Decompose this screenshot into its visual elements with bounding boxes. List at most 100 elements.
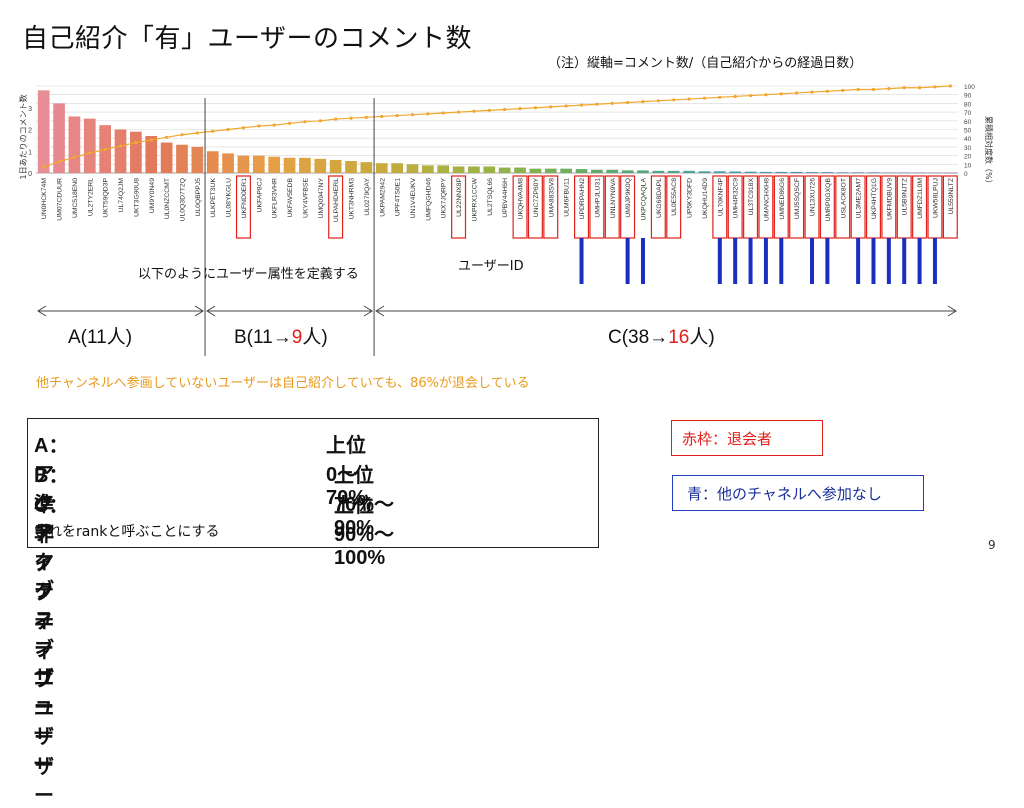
blue-marker [856, 238, 861, 284]
x-tick-label: UL0E55AC8 [671, 178, 678, 216]
cumulative-point [426, 112, 430, 116]
x-tick-label: ULM6FBU11 [564, 178, 571, 217]
legend-blue-box: 青：他のチャネルへ参加なし [672, 475, 924, 511]
left-tick-label: 2 [28, 128, 32, 135]
cumulative-point [456, 110, 461, 114]
red-box [942, 175, 958, 239]
cumulative-point [948, 84, 952, 88]
bar [683, 170, 695, 173]
bar [836, 172, 849, 173]
x-tick-label: UPF4TS0E1 [395, 178, 402, 216]
blue-marker [825, 238, 830, 284]
x-tick-label: UN1V4EUKV [410, 178, 417, 219]
cumulative-point [610, 101, 614, 105]
x-tick-label: UNLNYN9VA [610, 178, 617, 219]
bar [345, 161, 357, 173]
x-tick-label: UMRP0GXQB [825, 178, 832, 222]
bar [191, 146, 204, 173]
x-tick-label: UP5KY3DFD [687, 178, 694, 218]
bar [898, 172, 911, 174]
bar [237, 155, 250, 173]
page-number: 9 [988, 538, 996, 552]
bar [652, 170, 665, 173]
blue-marker [871, 238, 876, 284]
red-box [512, 175, 528, 239]
right-tick-label: 40 [964, 136, 972, 143]
bar [252, 155, 265, 173]
red-box [835, 175, 851, 239]
x-tick-label: UL0NZCCMT [164, 178, 171, 219]
blue-marker [902, 238, 907, 284]
cumulative-point [933, 85, 937, 89]
right-tick-label: 0 [964, 171, 968, 178]
x-tick-label: UN13XU726 [810, 178, 817, 216]
cumulative-point [441, 111, 445, 115]
no-other-channel-markers [579, 238, 937, 284]
cumulative-point [841, 88, 845, 92]
bar [422, 165, 434, 173]
bar [560, 168, 572, 173]
x-tick-label: UKFMDBUV9 [886, 178, 893, 220]
cumulative-point [672, 98, 676, 102]
cumulative-point [641, 100, 645, 104]
bar [222, 153, 234, 173]
cumulative-point [472, 109, 476, 113]
x-tick-label: UMH4R32C9 [733, 178, 740, 219]
cumulative-point [825, 89, 829, 93]
red-box [543, 175, 559, 239]
red-box [527, 175, 543, 239]
bar [852, 172, 864, 173]
cumulative-polyline [43, 85, 951, 168]
bar [760, 171, 772, 173]
y-axis-label: 1日あたりのコメント数 [18, 94, 28, 179]
cumulative-point [380, 114, 384, 119]
cumulative-point [718, 95, 722, 99]
bar [145, 136, 158, 173]
x-tick-label: UMFDZ1L0M [917, 178, 924, 219]
cumulative-point [180, 133, 184, 137]
bar [806, 172, 818, 173]
red-box [666, 175, 682, 239]
blue-marker [763, 238, 768, 284]
blue-marker [733, 238, 738, 284]
cumulative-point [533, 106, 538, 110]
bar [821, 172, 834, 173]
cumulative-point [118, 144, 123, 148]
right-tick-label: 50 [964, 128, 972, 135]
x-tick-label: UM07CDUUR [57, 178, 64, 221]
bar [314, 158, 327, 173]
blue-marker [810, 238, 815, 284]
chart-bars [37, 90, 957, 174]
definition-range: 上位70%〜90% [334, 465, 395, 539]
red-box [328, 175, 344, 239]
define-text: 以下のようにユーザー属性を定義する [138, 267, 359, 282]
bar [83, 118, 96, 173]
cumulative-point [211, 129, 215, 133]
bar [206, 151, 219, 173]
user-id-label: ユーザーID [458, 259, 524, 274]
x-tick-label: UL08YKGLU [226, 178, 233, 217]
cumulative-point [303, 120, 307, 124]
x-tick-label: UPDRPAHN2 [579, 178, 586, 220]
bar [929, 172, 941, 174]
bar [68, 116, 81, 173]
range-arrow-head [947, 305, 957, 317]
blue-marker [886, 238, 891, 284]
cumulative-point [795, 91, 799, 95]
x-tick-label: UKG68DAPL [656, 178, 663, 218]
bar [468, 166, 480, 173]
x-tick-labels: UN0HCK74M UM07CDUUR UMC518EN0 UL2TY2ERL UKT5… [41, 177, 955, 222]
cumulative-point [702, 96, 707, 100]
right-tick-label: 20 [964, 154, 972, 161]
blue-marker [748, 238, 753, 284]
cumulative-point [410, 113, 415, 117]
x-tick-label: UKFAP8CJ [256, 178, 263, 212]
red-box [235, 175, 251, 239]
x-tick-label: UL559NLTZ [948, 178, 955, 215]
cumulative-point [334, 117, 338, 121]
x-tick-label: UKQHU14D9 [702, 178, 709, 219]
churn-note: 他チャンネルへ参画していないユーザーは自己紹介していても、86%が退会している [36, 376, 530, 391]
x-tick-label: UKY4VFBSE [302, 178, 309, 219]
x-tick-label: UKP4HTQ1G [871, 178, 878, 219]
cumulative-point [579, 103, 584, 107]
